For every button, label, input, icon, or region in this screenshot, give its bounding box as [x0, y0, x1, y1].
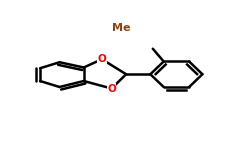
Text: O: O [98, 54, 106, 64]
Text: Me: Me [112, 23, 131, 33]
Text: O: O [107, 84, 116, 93]
